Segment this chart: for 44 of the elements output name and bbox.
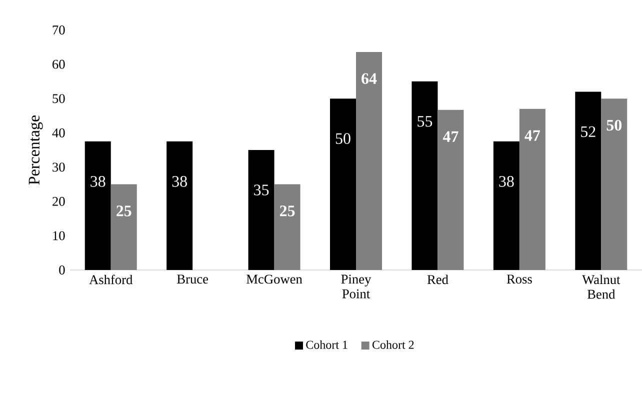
data-label: 50	[336, 133, 350, 144]
bar	[248, 150, 274, 270]
x-tick-label: McGowen	[246, 274, 302, 284]
bar	[356, 52, 382, 270]
y-tick-label: 50	[52, 94, 65, 104]
bar	[110, 184, 137, 270]
data-label: 25	[280, 206, 295, 216]
x-tick-label: Bruce	[177, 274, 208, 284]
legend-label: Cohort 2	[372, 340, 414, 349]
data-label: 47	[524, 130, 540, 141]
x-tick-label: Red	[427, 274, 448, 284]
bar	[438, 110, 464, 270]
bar	[84, 141, 111, 270]
x-tick-label: Piney Point	[341, 274, 372, 298]
bar	[575, 92, 602, 270]
data-label: 55	[418, 116, 432, 127]
bar	[493, 141, 520, 270]
x-tick-label: Ashford	[89, 274, 133, 284]
y-tick-label: 20	[52, 196, 65, 206]
y-axis-title: Percentage	[28, 115, 43, 185]
data-label: 47	[442, 131, 458, 142]
data-label: 50	[606, 120, 622, 131]
y-tick-label: 60	[52, 60, 65, 69]
data-label: 35	[254, 184, 269, 196]
bar	[166, 141, 193, 270]
bar	[412, 81, 438, 270]
x-tick-label: Ross	[506, 274, 532, 284]
bar	[274, 184, 300, 270]
y-tick-label: 10	[53, 231, 65, 240]
data-label: 38	[172, 176, 187, 187]
x-tick-label: Walnut Bend	[582, 274, 620, 299]
bar	[601, 98, 628, 270]
bar	[519, 108, 546, 270]
data-label: 38	[90, 176, 106, 187]
y-tick-label: 0	[59, 266, 65, 274]
data-label: 52	[581, 126, 596, 138]
y-tick-label: 30	[52, 162, 65, 172]
data-label: 64	[362, 73, 377, 84]
data-label: 25	[116, 206, 132, 216]
y-tick-label: 40	[52, 128, 65, 138]
y-tick-label: 70	[52, 26, 65, 34]
bar	[330, 98, 356, 270]
legend-label: Cohort 1	[306, 340, 348, 349]
data-label: 38	[499, 176, 514, 187]
